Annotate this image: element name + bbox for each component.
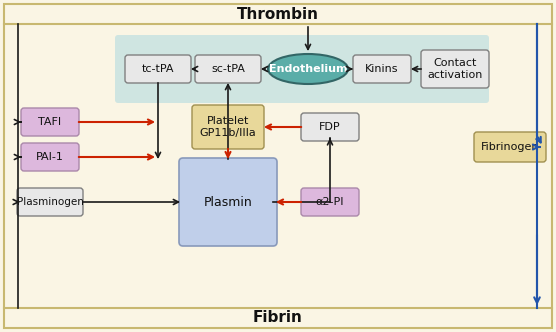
FancyBboxPatch shape [474, 132, 546, 162]
Text: Thrombin: Thrombin [237, 7, 319, 22]
Text: Plasminogen: Plasminogen [17, 197, 83, 207]
FancyBboxPatch shape [192, 105, 264, 149]
Text: tc-tPA: tc-tPA [142, 64, 174, 74]
Text: Platelet
GP11b/IIIa: Platelet GP11b/IIIa [200, 116, 256, 138]
FancyBboxPatch shape [421, 50, 489, 88]
FancyBboxPatch shape [17, 188, 83, 216]
FancyBboxPatch shape [21, 108, 79, 136]
FancyBboxPatch shape [301, 113, 359, 141]
Text: TAFI: TAFI [38, 117, 62, 127]
Text: Fibrinogen: Fibrinogen [481, 142, 539, 152]
Text: sc-tPA: sc-tPA [211, 64, 245, 74]
FancyBboxPatch shape [125, 55, 191, 83]
Ellipse shape [268, 54, 348, 84]
Text: Plasmin: Plasmin [203, 196, 252, 208]
Text: Fibrin: Fibrin [253, 310, 303, 325]
Text: FDP: FDP [319, 122, 341, 132]
Text: α2-PI: α2-PI [316, 197, 344, 207]
Text: Endothelium: Endothelium [269, 64, 348, 74]
Text: Contact
activation: Contact activation [428, 58, 483, 80]
FancyBboxPatch shape [115, 35, 489, 103]
Text: PAI-1: PAI-1 [36, 152, 64, 162]
FancyBboxPatch shape [301, 188, 359, 216]
Bar [4, 308, 552, 328]
Bar [4, 4, 552, 24]
FancyBboxPatch shape [179, 158, 277, 246]
FancyBboxPatch shape [195, 55, 261, 83]
FancyBboxPatch shape [21, 143, 79, 171]
FancyBboxPatch shape [353, 55, 411, 83]
Text: Kinins: Kinins [365, 64, 399, 74]
